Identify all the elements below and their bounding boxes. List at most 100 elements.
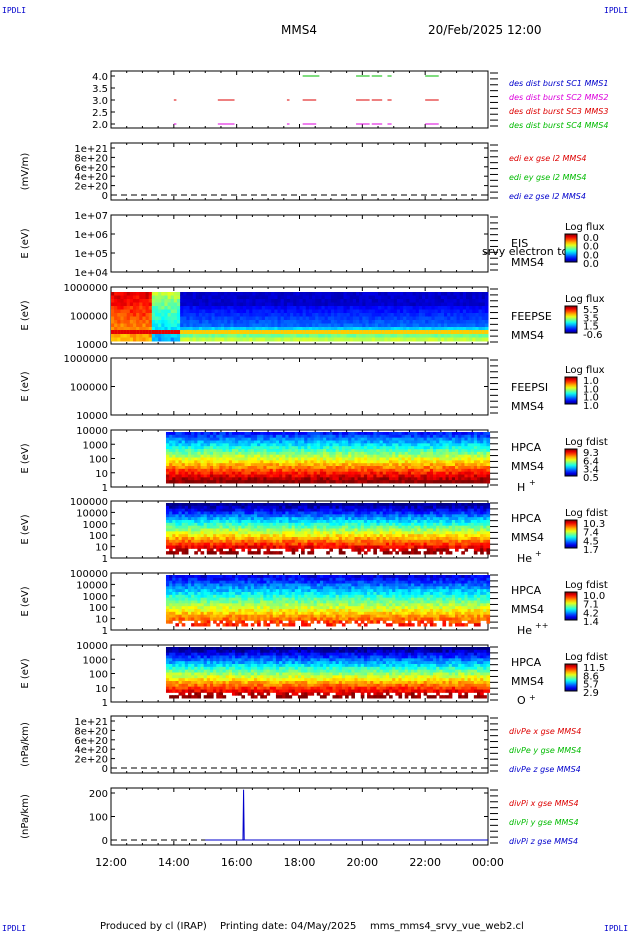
hpca_o-ytick-label: 10 <box>95 684 108 695</box>
corner-label-bl: IPDLI <box>2 924 27 933</box>
edi-ytick-label: 8e+20 <box>74 153 108 164</box>
eis-ytick-label: 1e+04 <box>74 268 108 279</box>
hpca_h-species-label: H <box>517 481 525 494</box>
feepse-ytick-label: 1000000 <box>63 283 108 294</box>
feepsi-panel-label-0: FEEPSI <box>511 381 548 394</box>
eis-colorbar-tick: 0.0 <box>583 259 599 270</box>
hpca_h-ytick-label: 10 <box>95 469 108 480</box>
time-tick-label: 18:00 <box>284 856 316 869</box>
hpca_hepp-colorbar-title: Log fdist <box>565 580 608 591</box>
eis-colorbar-tick: 0.0 <box>583 242 599 253</box>
hpca_he-panel-label-1: MMS4 <box>511 531 544 544</box>
datetime-title: 20/Feb/2025 12:00 <box>428 23 542 37</box>
hpca_he-heatmap-cells <box>165 503 491 555</box>
hpca_o-ytick-label: 1 <box>102 698 108 709</box>
feepse-panel-label-1: MMS4 <box>511 329 544 342</box>
hpca_h-ytick-label: 100 <box>89 455 108 466</box>
hpca_hepp-ytick-label: 100 <box>89 603 108 614</box>
burst-ytick-label: 2.5 <box>92 108 108 119</box>
hpca_he-panel-label-0: HPCA <box>511 512 542 525</box>
edi-ylabel: (mV/m) <box>20 153 31 191</box>
time-tick-label: 00:00 <box>472 856 504 869</box>
hpca_o-colorbar-tick: 5.7 <box>583 680 599 691</box>
hpca_hepp-heatmap-cells <box>165 575 491 627</box>
divpi-ylabel: (nPa/km) <box>20 794 31 839</box>
hpca_hepp-panel-label-1: MMS4 <box>511 603 544 616</box>
hpca_hepp-colorbar-tick: 4.2 <box>583 608 599 619</box>
hpca_hepp-colorbar-tick: 10.0 <box>583 591 605 602</box>
hpca_o-species-label: O <box>517 694 526 707</box>
spacecraft-title: MMS4 <box>281 23 317 37</box>
hpca_hepp-species-charge: ++ <box>535 621 548 630</box>
hpca_hepp-ytick-label: 1 <box>102 626 108 637</box>
hpca_h-panel-label-1: MMS4 <box>511 460 544 473</box>
divpi-ytick-label: 0 <box>102 836 108 847</box>
feepse-colorbar-title: Log flux <box>565 294 605 305</box>
footer-filename: mms_mms4_srvy_vue_web2.cl <box>370 921 524 932</box>
burst-legend-entry: des dist burst SC3 MMS3 <box>509 107 608 116</box>
burst-ytick-label: 2.0 <box>92 120 108 131</box>
feepsi-ytick-label: 1000000 <box>63 354 108 365</box>
hpca_h-ytick-label: 1000 <box>83 440 108 451</box>
edi-ytick-label: 6e+20 <box>74 163 108 174</box>
hpca_o-species-charge: + <box>529 693 536 702</box>
feepse-colorbar-tick: -0.6 <box>583 330 603 341</box>
time-tick-label: 22:00 <box>409 856 441 869</box>
eis-ylabel: E (eV) <box>20 228 31 258</box>
feepsi-ytick-label: 100000 <box>70 383 108 394</box>
divpe-legend-entry: divPe x gse MMS4 <box>509 727 581 736</box>
eis-colorbar-tick: 0.0 <box>583 233 599 244</box>
feepsi-colorbar-tick: 1.0 <box>583 376 599 387</box>
hpca_o-ylabel: E (eV) <box>20 658 31 688</box>
feepse-ylabel: E (eV) <box>20 300 31 330</box>
hpca_hepp-colorbar-tick: 1.4 <box>583 617 599 628</box>
feepsi-panel-label-1: MMS4 <box>511 400 544 413</box>
eis-colorbar <box>564 233 578 263</box>
divpe-frame <box>110 715 489 774</box>
feepse-ytick-label: 100000 <box>70 312 108 323</box>
hpca_hepp-species-label: He <box>517 624 532 637</box>
hpca_h-colorbar-tick: 3.4 <box>583 465 599 476</box>
eis-colorbar-title: Log flux <box>565 222 605 233</box>
hpca_o-ytick-label: 100 <box>89 670 108 681</box>
time-tick-label: 14:00 <box>158 856 190 869</box>
hpca_hepp-ylabel: E (eV) <box>20 586 31 616</box>
hpca_o-colorbar <box>564 663 578 692</box>
hpca_he-ytick-label: 100 <box>89 531 108 542</box>
footer-printing-date: Printing date: 04/May/2025 <box>220 921 357 932</box>
hpca_he-colorbar-tick: 10.3 <box>583 519 605 530</box>
eis-colorbar-tick: 0.0 <box>583 250 599 261</box>
hpca_he-colorbar-tick: 7.4 <box>583 528 599 539</box>
hpca_o-ytick-label: 1000 <box>83 655 108 666</box>
corner-label-br: IPDLI <box>604 924 629 933</box>
edi-legend-entry: edi ez gse l2 MMS4 <box>509 192 586 201</box>
divpe-ytick-label: 2e+20 <box>74 755 108 766</box>
hpca_h-colorbar-tick: 6.4 <box>583 456 599 467</box>
edi-ytick-label: 4e+20 <box>74 172 108 183</box>
hpca_he-ytick-label: 10 <box>95 543 108 554</box>
hpca_o-colorbar-tick: 11.5 <box>583 663 605 674</box>
feepsi-colorbar <box>564 376 578 405</box>
divpi-series-line <box>205 789 488 841</box>
feepse-colorbar-tick: 1.5 <box>583 322 599 333</box>
hpca_o-panel-label-0: HPCA <box>511 656 542 669</box>
eis-ytick-label: 1e+05 <box>74 249 108 260</box>
eis-frame <box>110 214 489 273</box>
hpca_h-species-charge: + <box>529 478 536 487</box>
feepsi-frame <box>110 357 489 416</box>
feepsi-ytick-label: 10000 <box>76 411 108 422</box>
edi-ytick-label: 0 <box>102 191 108 202</box>
hpca_he-colorbar <box>564 519 578 549</box>
edi-ytick-label: 1e+21 <box>74 144 108 155</box>
eis-overlay-text: srvy electron to <box>482 245 569 258</box>
burst-legend-entry: des dist burst SC4 MMS4 <box>509 121 608 130</box>
hpca_he-colorbar-tick: 1.7 <box>583 545 599 556</box>
feepse-panel-label-0: FEEPSE <box>511 310 552 323</box>
edi-legend-entry: edi ex gse l2 MMS4 <box>509 154 587 163</box>
divpe-ytick-label: 0 <box>102 764 108 775</box>
divpe-ytick-label: 4e+20 <box>74 745 108 756</box>
feepsi-colorbar-tick: 1.0 <box>583 384 599 395</box>
hpca_he-colorbar-tick: 4.5 <box>583 536 599 547</box>
divpe-legend-entry: divPe y gse MMS4 <box>509 746 581 755</box>
